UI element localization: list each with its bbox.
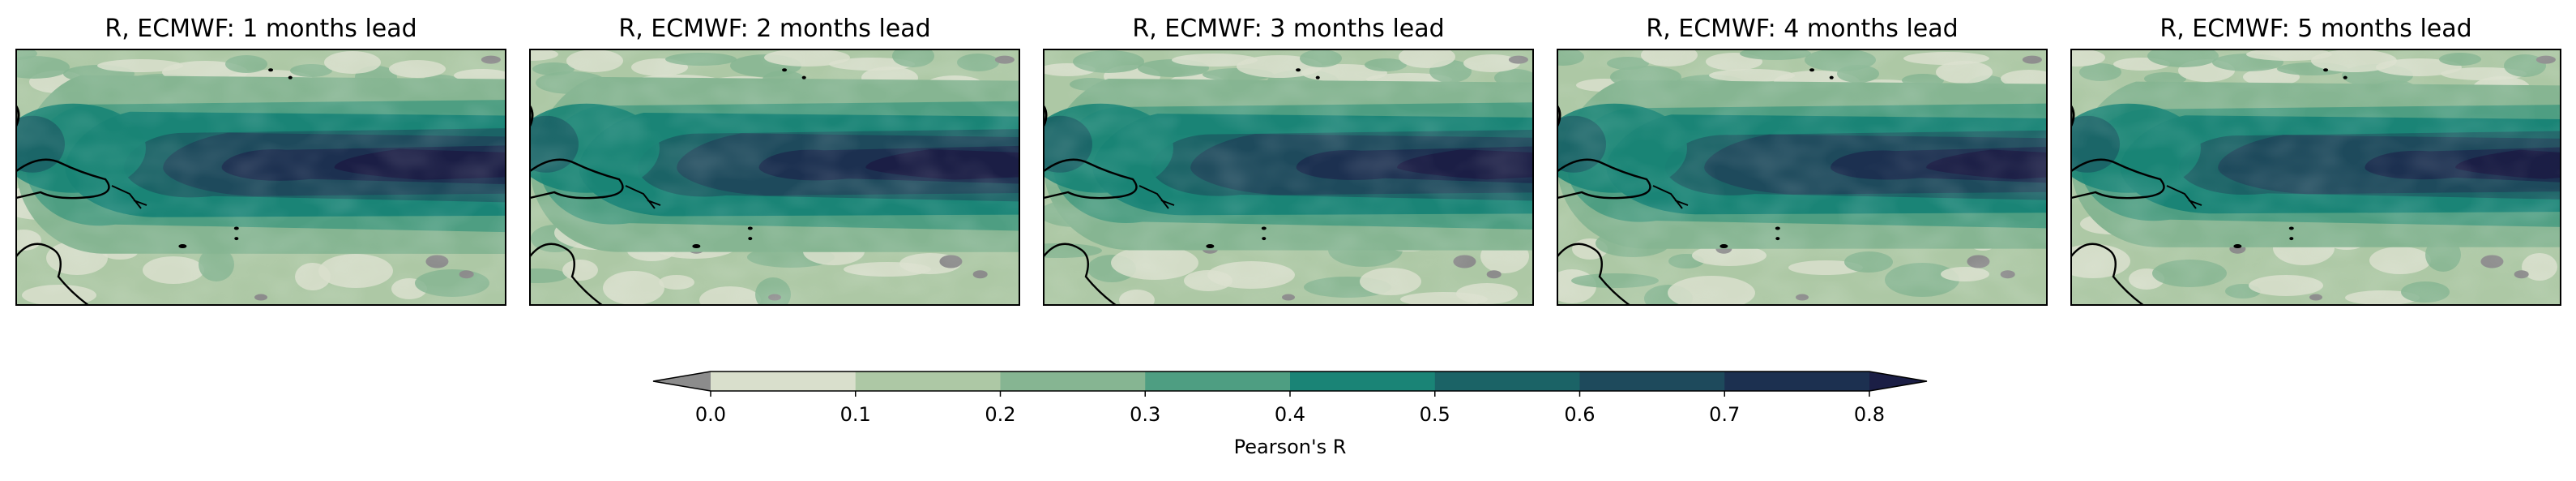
colorbar-over-extension <box>1869 371 1927 391</box>
map-panel-3: R, ECMWF: 3 months lead <box>1043 15 1534 306</box>
correlation-field <box>2071 49 2561 305</box>
colorbar-tick-label: 0.4 <box>1275 403 1305 426</box>
panel-title: R, ECMWF: 3 months lead <box>1132 15 1444 43</box>
map-panel-2: R, ECMWF: 2 months lead <box>529 15 1020 306</box>
panel-frame <box>529 49 1020 306</box>
panel-frame <box>1557 49 2048 306</box>
islands <box>1206 68 1320 249</box>
colorbar-tick-label: 0.5 <box>1420 403 1450 426</box>
islands <box>692 68 806 249</box>
colorbar-tick-label: 0.0 <box>695 403 726 426</box>
panel-title: R, ECMWF: 2 months lead <box>618 15 930 43</box>
colorbar-segment <box>1724 371 1870 391</box>
islands <box>2233 68 2347 249</box>
panel-title: R, ECMWF: 4 months lead <box>1646 15 1958 43</box>
colorbar-tick-label: 0.6 <box>1564 403 1595 426</box>
correlation-field <box>1557 49 2047 305</box>
islands <box>178 68 293 249</box>
colorbar-segment <box>855 371 1001 391</box>
map-panels: R, ECMWF: 1 months lead R, ECMWF: 2 month… <box>15 15 2561 306</box>
islands <box>1719 68 1834 249</box>
map-panel-1: R, ECMWF: 1 months lead <box>15 15 506 306</box>
colorbar-tick-label: 0.7 <box>1709 403 1740 426</box>
colorbar-segment <box>1290 371 1436 391</box>
panel-frame <box>15 49 506 306</box>
colorbar-tick-label: 0.2 <box>985 403 1015 426</box>
map-panel-5: R, ECMWF: 5 months lead <box>2070 15 2561 306</box>
colorbar-tick-label: 0.1 <box>840 403 871 426</box>
colorbar-segment <box>1000 371 1146 391</box>
colorbar-tick-label: 0.8 <box>1854 403 1885 426</box>
correlation-field <box>530 49 1019 305</box>
colorbar-label: Pearson's R <box>1234 436 1347 458</box>
colorbar-segment <box>1434 371 1580 391</box>
correlation-field <box>1044 49 1533 305</box>
panel-title: R, ECMWF: 1 months lead <box>105 15 417 43</box>
map-panel-4: R, ECMWF: 4 months lead <box>1557 15 2048 306</box>
panel-frame <box>2070 49 2561 306</box>
panel-frame <box>1043 49 1534 306</box>
colorbar: 0.0 0.1 0.2 0.3 0.4 0.5 0.6 0.7 0.8 Pearson's R <box>652 371 1928 458</box>
colorbar-tick-label: 0.3 <box>1130 403 1160 426</box>
panel-title: R, ECMWF: 5 months lead <box>2159 15 2471 43</box>
colorbar-segment <box>1579 371 1725 391</box>
colorbar-under-extension <box>653 371 711 391</box>
colorbar-segment <box>1145 371 1291 391</box>
correlation-field <box>16 49 506 305</box>
colorbar-segment <box>711 371 857 391</box>
